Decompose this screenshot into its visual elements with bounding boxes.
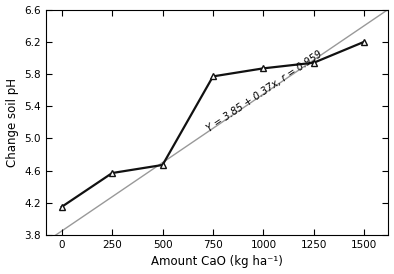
Text: Y = 3.85 + 0.37x, r = 0.959: Y = 3.85 + 0.37x, r = 0.959 <box>204 49 323 134</box>
Y-axis label: Change soil pH: Change soil pH <box>6 78 19 167</box>
X-axis label: Amount CaO (kg ha⁻¹): Amount CaO (kg ha⁻¹) <box>151 255 283 269</box>
